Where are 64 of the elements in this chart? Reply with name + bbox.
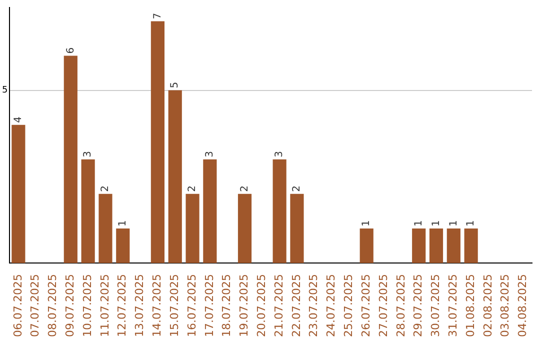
x-tick-label: 20.07.2025 xyxy=(255,274,268,338)
data-label: 1 xyxy=(430,220,442,226)
x-tick-label: 11.07.2025 xyxy=(98,274,112,338)
x-tick-label: 03.08.2025 xyxy=(498,274,512,338)
bar xyxy=(150,21,164,264)
x-tick-label: 29.07.2025 xyxy=(412,274,425,338)
x-tick-label: 31.07.2025 xyxy=(446,274,460,338)
data-label: 7 xyxy=(152,12,164,20)
bar xyxy=(203,159,217,264)
bar xyxy=(64,56,78,264)
x-tick-label: 30.07.2025 xyxy=(429,274,442,338)
x-tick-label: 23.07.2025 xyxy=(307,274,320,338)
bar xyxy=(81,159,95,264)
data-label: 6 xyxy=(65,47,76,54)
data-label: 5 xyxy=(170,82,181,88)
bar xyxy=(186,194,200,264)
bar xyxy=(12,124,26,264)
x-tick-label: 25.07.2025 xyxy=(342,274,356,338)
x-tick-label: 07.07.2025 xyxy=(28,274,42,338)
x-tick-label: 16.07.2025 xyxy=(185,274,198,338)
x-tick-label: 19.07.2025 xyxy=(238,274,251,338)
bar xyxy=(446,228,460,264)
data-label: 2 xyxy=(239,186,250,192)
x-tick-label: 01.08.2025 xyxy=(464,274,477,338)
data-label: 1 xyxy=(466,220,477,226)
bar xyxy=(290,194,304,264)
x-tick-label: 04.08.2025 xyxy=(516,274,530,338)
data-label: 1 xyxy=(361,220,372,226)
x-tick-label: 02.08.2025 xyxy=(481,274,494,338)
x-tick-label: 13.07.2025 xyxy=(133,274,146,338)
data-label: 3 xyxy=(82,151,94,158)
x-tick-label: 27.07.2025 xyxy=(376,274,390,338)
bar xyxy=(429,228,444,264)
bar xyxy=(464,228,478,264)
x-tick-label: 18.07.2025 xyxy=(220,274,234,338)
x-tick-label: 17.07.2025 xyxy=(202,274,216,338)
x-tick-label: 08.07.2025 xyxy=(46,274,60,338)
x-tick-label: 12.07.2025 xyxy=(116,274,129,338)
x-tick-label: 28.07.2025 xyxy=(394,274,408,338)
data-label: 1 xyxy=(117,220,128,226)
x-tick-label: 26.07.2025 xyxy=(359,274,372,338)
x-tick-label: 09.07.2025 xyxy=(64,274,77,338)
x-tick-label: 06.07.2025 xyxy=(11,274,24,338)
data-label: 1 xyxy=(413,220,424,226)
bar xyxy=(272,159,286,264)
x-tick-label: 22.07.2025 xyxy=(290,274,303,338)
bar xyxy=(412,228,426,264)
bar xyxy=(98,194,112,264)
bar xyxy=(238,194,252,264)
bar xyxy=(116,228,130,264)
data-label: 2 xyxy=(292,186,303,192)
x-tick-label: 21.07.2025 xyxy=(272,274,286,338)
x-tick-label: 10.07.2025 xyxy=(80,274,94,338)
data-label: 2 xyxy=(187,186,198,192)
bar xyxy=(360,228,374,264)
data-label: 4 xyxy=(13,116,24,123)
data-label: 2 xyxy=(100,186,112,192)
data-label: 3 xyxy=(204,151,216,158)
x-tick-label: 14.07.2025 xyxy=(150,274,164,338)
data-label: 3 xyxy=(274,151,286,158)
data-label: 1 xyxy=(448,220,460,226)
x-tick-label: 15.07.2025 xyxy=(168,274,181,338)
x-tick-label: 24.07.2025 xyxy=(324,274,338,338)
bar xyxy=(168,90,182,264)
